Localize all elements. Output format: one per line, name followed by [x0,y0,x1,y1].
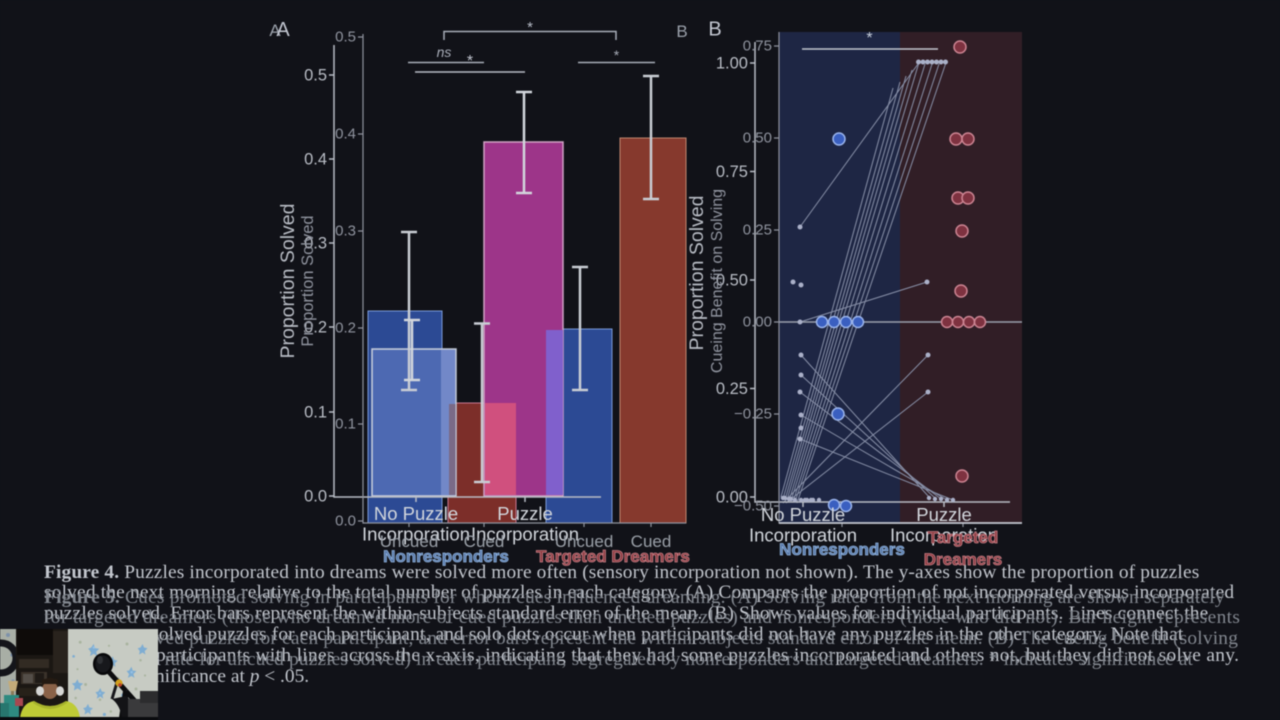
svg-text:B: B [676,22,687,41]
svg-text:0.0: 0.0 [304,488,327,506]
svg-text:0.4: 0.4 [335,126,356,143]
svg-text:−0.50: −0.50 [734,498,772,515]
svg-text:ns: ns [437,44,452,60]
svg-text:Cueing Benefit on Solving: Cueing Benefit on Solving [709,189,726,373]
svg-text:*: * [866,30,872,47]
svg-text:0.5: 0.5 [335,29,356,46]
svg-text:Nonresponders: Nonresponders [779,540,905,559]
svg-text:Targeted Dreamers: Targeted Dreamers [536,547,690,566]
svg-text:Dreamers: Dreamers [924,550,1002,569]
svg-text:0.4: 0.4 [304,151,327,169]
svg-text:0.1: 0.1 [335,416,356,433]
svg-text:0.75: 0.75 [743,38,772,55]
svg-text:Puzzle: Puzzle [497,503,553,524]
svg-text:*: * [527,19,533,36]
svg-text:Proportion Solved: Proportion Solved [277,203,299,358]
svg-text:No Puzzle: No Puzzle [761,504,845,525]
svg-text:Puzzle: Puzzle [916,504,972,525]
svg-text:A: A [269,21,281,40]
svg-text:Uncued: Uncued [380,532,439,551]
svg-text:A: A [276,19,290,41]
svg-text:Targeted: Targeted [928,528,999,547]
svg-text:Incorporation: Incorporation [471,524,579,545]
svg-text:Incorporation: Incorporation [890,525,998,546]
svg-text:0.2: 0.2 [335,320,356,337]
svg-text:Proportion Solved: Proportion Solved [299,215,317,346]
svg-text:Cued: Cued [631,532,672,551]
svg-text:*: * [467,53,473,70]
svg-text:0.0: 0.0 [335,513,356,530]
svg-text:Proportion Solved: Proportion Solved [686,195,708,350]
svg-text:0.25: 0.25 [716,380,748,398]
svg-text:0.50: 0.50 [743,130,772,147]
svg-text:B: B [708,19,721,41]
svg-text:Nonresponders: Nonresponders [383,547,509,566]
svg-text:Incorporation: Incorporation [362,524,470,545]
svg-text:0.00: 0.00 [743,314,772,331]
svg-text:0.5: 0.5 [304,67,327,85]
svg-text:No Puzzle: No Puzzle [374,503,458,524]
svg-text:0.50: 0.50 [716,272,748,290]
svg-text:Uncued: Uncued [555,532,614,551]
svg-text:*: * [614,47,620,63]
svg-text:0.25: 0.25 [743,222,772,239]
svg-text:−0.25: −0.25 [734,406,772,423]
svg-text:0.75: 0.75 [716,163,748,181]
svg-text:1.00: 1.00 [716,55,748,73]
svg-text:0.00: 0.00 [716,489,748,507]
svg-text:0.3: 0.3 [335,223,356,240]
svg-text:Cued: Cued [464,532,505,551]
svg-text:0.3: 0.3 [304,235,327,253]
svg-text:0.2: 0.2 [304,319,327,337]
svg-text:0.1: 0.1 [304,404,327,422]
svg-text:Incorporation: Incorporation [749,525,857,546]
